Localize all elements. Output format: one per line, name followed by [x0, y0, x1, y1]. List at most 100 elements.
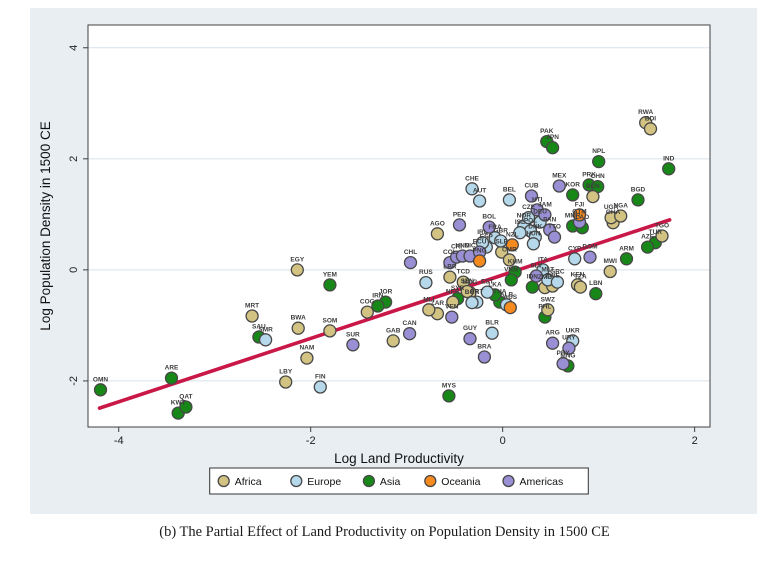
point-label-KOR: KOR: [565, 181, 580, 188]
figure-caption: (b) The Partial Effect of Land Productiv…: [159, 524, 610, 540]
x-tick-label-2: 2: [692, 435, 698, 447]
point-label-HND: HND: [455, 243, 469, 250]
point-ARE: [164, 371, 179, 385]
y-tick-label--2: -2: [68, 376, 80, 386]
point-label-ARM: ARM: [619, 245, 634, 252]
point-label-SOM: SOM: [322, 317, 337, 324]
point-label-IND: IND: [663, 155, 675, 162]
point-LBN: [589, 287, 603, 301]
point-label-VEN: VEN: [445, 304, 459, 311]
point-label-GAB: GAB: [386, 327, 401, 334]
point-label-CYP: CYP: [568, 245, 582, 252]
y-axis-title: Log Population Density in 1500 CE: [38, 121, 53, 330]
point-label-LBN: LBN: [589, 280, 603, 287]
point-LBY: [279, 375, 293, 389]
point-label-ZMB: ZMB: [538, 274, 552, 281]
legend-label-americas: Americas: [520, 476, 564, 488]
point-BLR: [485, 326, 499, 340]
point-GUY: [463, 332, 477, 346]
point-label-BWA: BWA: [291, 315, 306, 322]
point-label-TGO: TGO: [655, 223, 669, 230]
point-label-ZWE: ZWE: [545, 273, 560, 280]
point-label-ESP: ESP: [480, 234, 494, 241]
point-label-KEN: KEN: [571, 271, 585, 278]
point-label-ITA: ITA: [538, 256, 548, 263]
point-VNM: [504, 273, 518, 287]
point-VEN: [445, 310, 459, 324]
point-BRA: [477, 350, 492, 364]
point-label-EST: EST: [481, 279, 494, 286]
point-label-ECU: ECU: [473, 239, 487, 246]
point-CAN: [402, 327, 417, 341]
point-label-BDI: BDI: [645, 115, 656, 122]
point-label-BEL: BEL: [503, 186, 516, 193]
point-URY: [562, 341, 576, 355]
point-ISL: [513, 226, 527, 240]
legend-marker-oceania: [424, 474, 437, 488]
point-label-DNK: DNK: [528, 224, 542, 231]
point-label-NPL: NPL: [592, 148, 605, 155]
point-label-JAM: JAM: [538, 201, 552, 208]
point-label-CMR: CMR: [502, 246, 517, 253]
point-JPN: [545, 141, 560, 155]
point-label-MRT: MRT: [245, 303, 259, 310]
point-TTO: [547, 230, 562, 244]
point-BEN: [586, 189, 600, 204]
point-label-LBR: LBR: [443, 264, 457, 271]
point-GBR: [494, 234, 508, 248]
point-TZA: [573, 280, 588, 294]
point-SWZ: [541, 303, 555, 317]
point-label-MNG: MNG: [560, 352, 575, 359]
point-label-PAN: PAN: [543, 216, 557, 223]
point-label-MWI: MWI: [604, 258, 618, 265]
point-label-TTO: TTO: [548, 224, 561, 231]
point-label-CZE: CZE: [522, 204, 536, 211]
point-label-KHM: KHM: [508, 259, 523, 266]
point-label-FIN: FIN: [315, 374, 326, 381]
legend-marker-africa: [217, 474, 230, 488]
point-KOR: [566, 188, 580, 202]
point-label-MYS: MYS: [442, 382, 457, 389]
point-label-THA: THA: [493, 289, 507, 296]
point-JAM: [538, 208, 552, 222]
point-QAT: [179, 400, 193, 414]
point-label-PNG: PNG: [473, 248, 487, 255]
point-label-GHA: GHA: [606, 209, 621, 216]
point-label-JPN: JPN: [546, 134, 559, 141]
point-FIN: [313, 380, 327, 394]
point-label-PRK: PRK: [582, 171, 596, 178]
plot-area: [88, 25, 710, 427]
legend-marker-europe: [290, 474, 303, 488]
point-SLV: [529, 269, 543, 283]
point-label-URY: URY: [562, 335, 576, 342]
point-CUB: [524, 189, 539, 203]
point-label-TCD: TCD: [457, 269, 471, 276]
point-label-NZL: NZL: [506, 231, 519, 238]
point-EST: [480, 285, 494, 299]
chart-panel: -2 0 2 4 -4 -2 0 2 OMN ARE KWT QAT SAU YEM JOR IRN MYS SY…: [30, 8, 757, 514]
point-label-LBY: LBY: [279, 369, 293, 376]
point-CHL: [403, 255, 418, 270]
y-tick-label-2: 2: [68, 156, 80, 162]
point-ARG: [545, 336, 560, 350]
point-label-QAT: QAT: [179, 394, 192, 401]
legend-label-africa: Africa: [235, 476, 262, 488]
point-PNG: [472, 254, 487, 268]
point-label-PRT: PRT: [470, 289, 483, 296]
point-label-SEN: SEN: [461, 278, 475, 285]
point-label-SUR: SUR: [346, 331, 360, 338]
point-label-DOM: DOM: [582, 244, 597, 251]
x-tick-label--2: -2: [306, 435, 316, 447]
point-label-HTI: HTI: [532, 196, 543, 203]
point-CHE: [465, 182, 479, 196]
point-label-CUB: CUB: [524, 183, 538, 190]
legend-marker-americas: [502, 474, 515, 488]
legend-marker-asia: [362, 474, 376, 488]
point-label-OMN: OMN: [93, 376, 108, 383]
point-BOL: [482, 220, 496, 234]
point-label-EGY: EGY: [290, 256, 304, 263]
y-tick-label-0: 0: [68, 267, 80, 273]
point-GAB: [386, 334, 400, 348]
x-tick-label-0: 0: [500, 435, 506, 447]
